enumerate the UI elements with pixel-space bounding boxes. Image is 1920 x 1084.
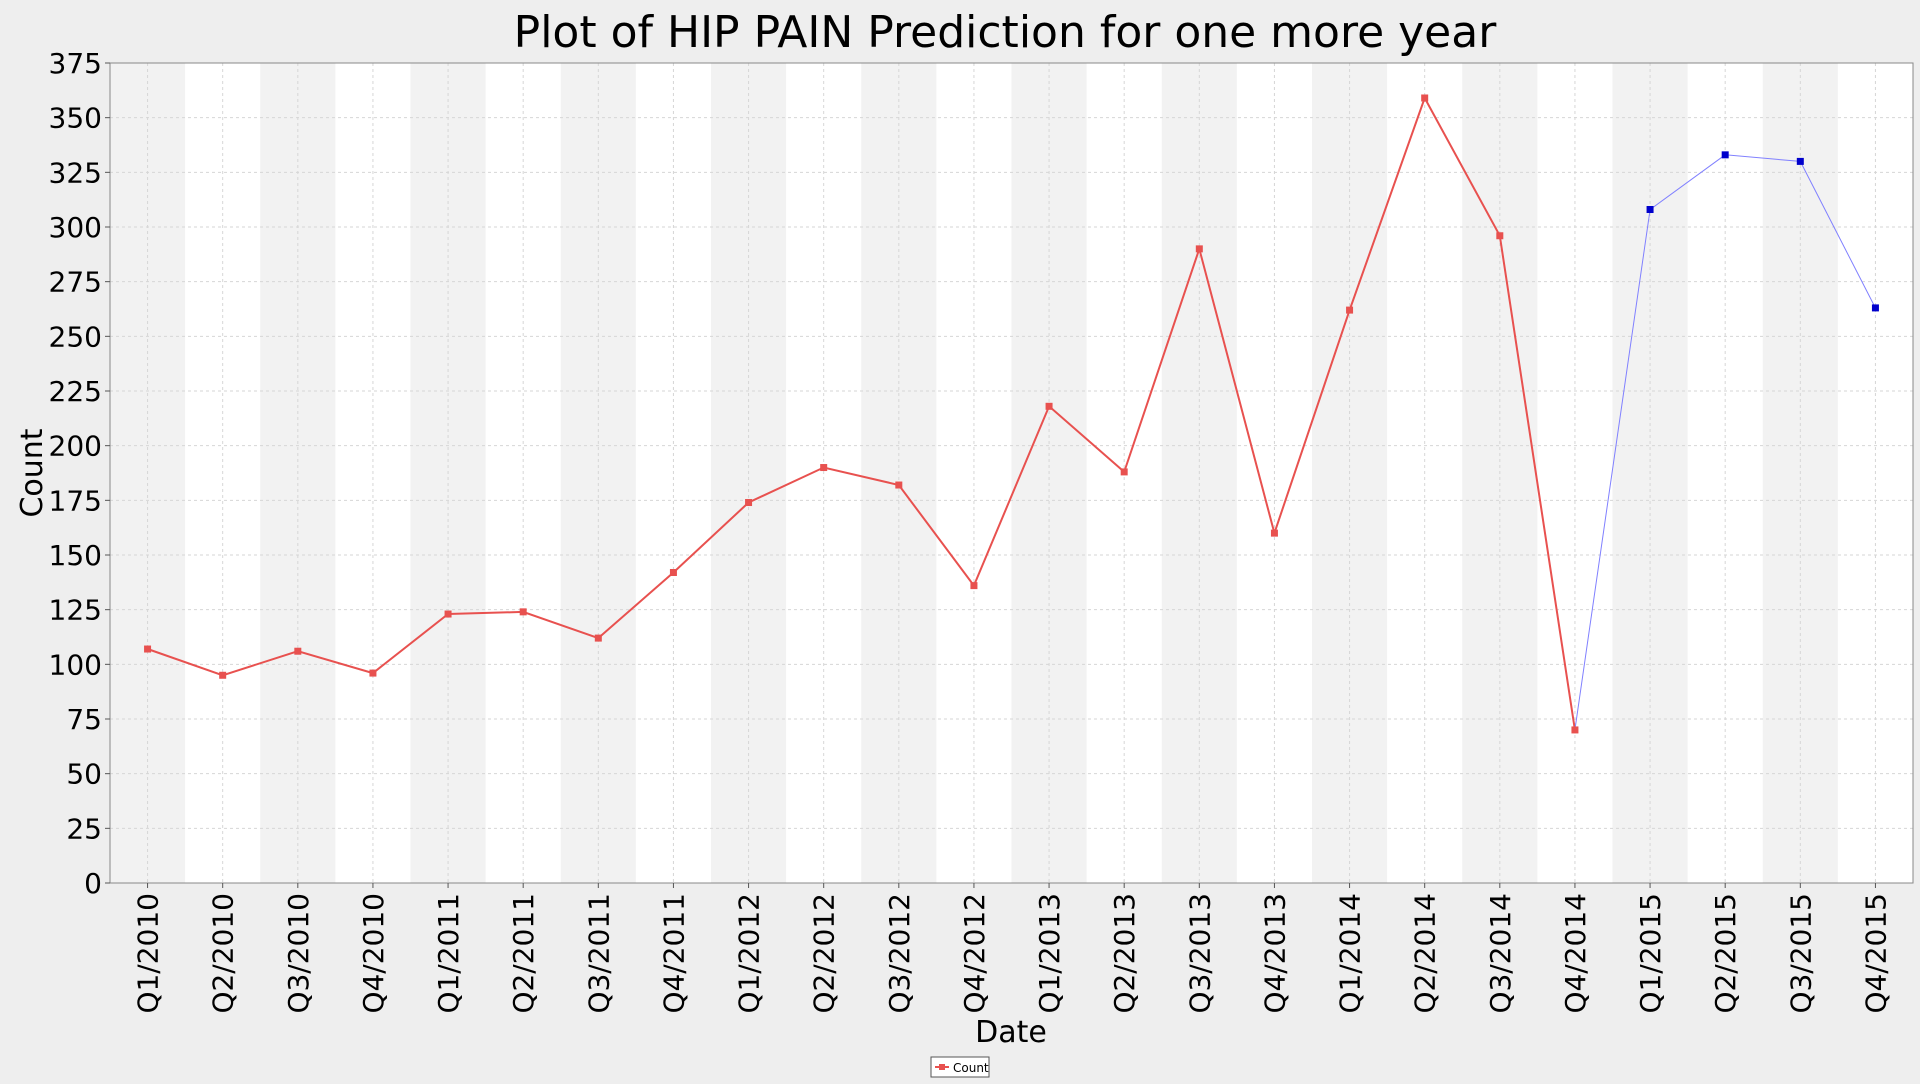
y-tick-label: 125 bbox=[49, 594, 102, 627]
chart-title: Plot of HIP PAIN Prediction for one more… bbox=[514, 7, 1498, 58]
x-tick-label: Q4/2012 bbox=[958, 893, 991, 1014]
data-point bbox=[1195, 245, 1203, 253]
x-tick-label: Q2/2011 bbox=[507, 893, 540, 1014]
category-bands bbox=[110, 63, 1914, 883]
data-point bbox=[1871, 304, 1879, 312]
x-tick-label: Q1/2014 bbox=[1334, 893, 1367, 1014]
data-point bbox=[144, 645, 152, 653]
x-tick-label: Q1/2015 bbox=[1634, 893, 1667, 1014]
x-tick-label: Q2/2015 bbox=[1709, 893, 1742, 1014]
legend-box bbox=[930, 1056, 990, 1078]
series-layer bbox=[144, 94, 1879, 734]
x-tick-label: Q3/2015 bbox=[1784, 893, 1817, 1014]
x-tick-label: Q1/2010 bbox=[132, 893, 165, 1014]
legend-marker bbox=[939, 1064, 945, 1070]
y-tick-label: 325 bbox=[49, 156, 102, 189]
x-tick-label: Q4/2015 bbox=[1859, 893, 1892, 1014]
x-tick-label: Q3/2010 bbox=[282, 893, 315, 1014]
data-point bbox=[294, 647, 302, 655]
y-tick-label: 25 bbox=[66, 812, 102, 845]
y-tick-label: 150 bbox=[49, 539, 102, 572]
x-tick-label: Q4/2011 bbox=[657, 893, 690, 1014]
x-tick-label: Q3/2014 bbox=[1484, 893, 1517, 1014]
y-tick-label: 375 bbox=[49, 47, 102, 80]
x-tick-label: Q4/2010 bbox=[357, 893, 390, 1014]
y-axis: 0 25 50 75 100 125 150 175 200 225 250 275 300 325 350… bbox=[49, 47, 110, 900]
data-point bbox=[1646, 206, 1654, 214]
y-tick-label: 75 bbox=[66, 703, 102, 736]
y-tick-label: 200 bbox=[49, 430, 102, 463]
data-point bbox=[1496, 232, 1504, 240]
y-tick-label: 0 bbox=[84, 867, 102, 900]
x-tick-label: Q3/2012 bbox=[883, 893, 916, 1014]
data-point bbox=[1721, 151, 1729, 159]
x-tick-label: Q1/2011 bbox=[432, 893, 465, 1014]
series-line-0 bbox=[147, 95, 1576, 731]
data-point bbox=[820, 464, 828, 472]
data-point bbox=[669, 568, 677, 576]
x-axis-label: Date bbox=[975, 1015, 1047, 1050]
data-point bbox=[970, 582, 978, 590]
y-tick-label: 350 bbox=[49, 102, 102, 135]
x-tick-label: Q2/2010 bbox=[207, 893, 240, 1014]
data-point bbox=[745, 499, 753, 507]
data-point bbox=[1045, 402, 1053, 410]
x-tick-label: Q4/2014 bbox=[1559, 893, 1592, 1014]
data-point bbox=[219, 671, 227, 679]
y-axis-label: Count bbox=[15, 428, 50, 517]
data-point bbox=[1796, 157, 1804, 165]
y-tick-label: 275 bbox=[49, 266, 102, 299]
y-tick-label: 100 bbox=[49, 648, 102, 681]
y-tick-label: 300 bbox=[49, 211, 102, 244]
x-axis: Q1/2010 Q2/2010 Q3/2010 Q4/2010 Q1/2011 Q2/20… bbox=[132, 883, 1892, 1014]
plot-border bbox=[109, 62, 1914, 884]
y-tick-label: 250 bbox=[49, 320, 102, 353]
data-point bbox=[1421, 94, 1429, 102]
data-point bbox=[444, 610, 452, 618]
data-point bbox=[369, 669, 377, 677]
data-point bbox=[1571, 726, 1579, 734]
x-tick-label: Q2/2012 bbox=[808, 893, 841, 1014]
y-tick-label: 175 bbox=[49, 484, 102, 517]
x-tick-label: Q2/2013 bbox=[1108, 893, 1141, 1014]
legend-label-count: Count bbox=[953, 1061, 989, 1075]
x-tick-label: Q4/2013 bbox=[1258, 893, 1291, 1014]
x-tick-label: Q1/2012 bbox=[733, 893, 766, 1014]
x-tick-label: Q2/2014 bbox=[1409, 893, 1442, 1014]
y-tick-label: 225 bbox=[49, 375, 102, 408]
data-point bbox=[1120, 468, 1128, 476]
data-point bbox=[1270, 529, 1278, 537]
data-point bbox=[519, 608, 527, 616]
data-point bbox=[594, 634, 602, 642]
legend: Count bbox=[930, 1056, 990, 1078]
x-tick-label: Q3/2011 bbox=[582, 893, 615, 1014]
x-tick-label: Q3/2013 bbox=[1183, 893, 1216, 1014]
x-tick-label: Q1/2013 bbox=[1033, 893, 1066, 1014]
data-point bbox=[1346, 306, 1354, 314]
data-point bbox=[895, 481, 903, 489]
y-tick-label: 50 bbox=[66, 758, 102, 791]
